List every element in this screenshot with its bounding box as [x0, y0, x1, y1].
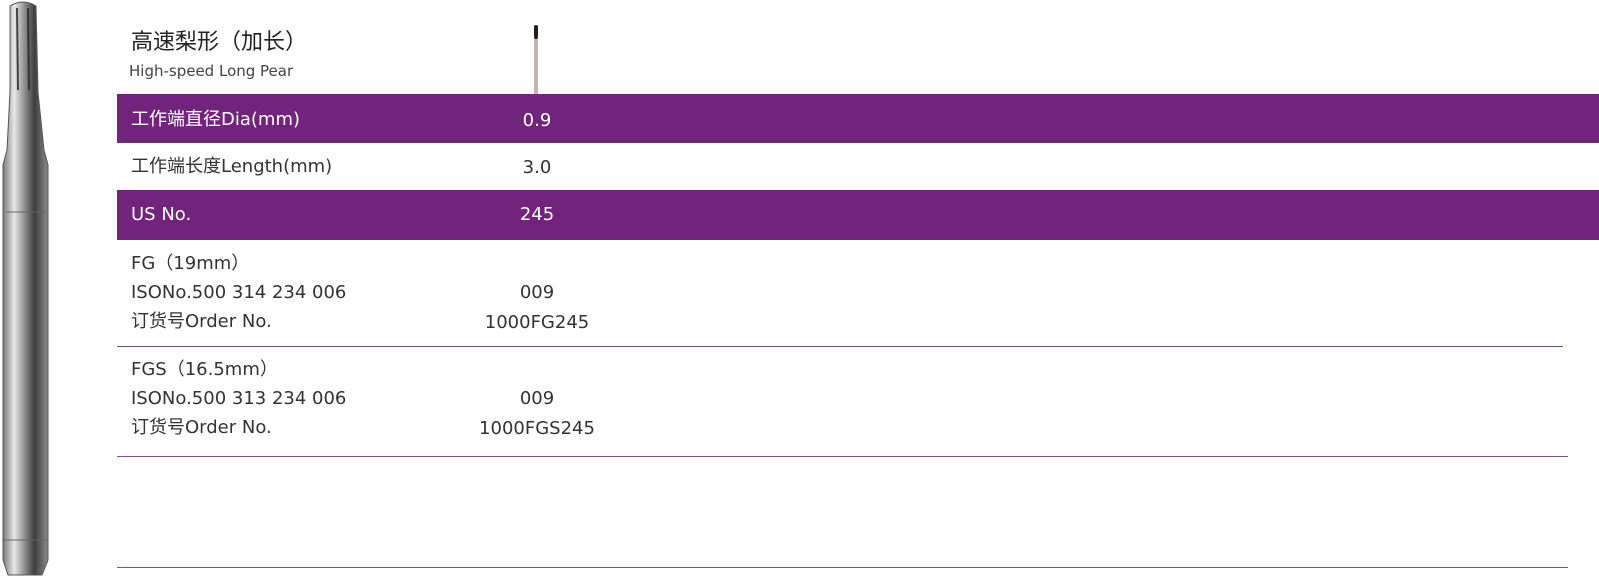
iso-value: 009 — [519, 282, 555, 303]
title: 高速梨形（加长） — [131, 30, 308, 55]
row-label: US No. — [131, 204, 192, 225]
iso-label: ISONo.500 313 234 006 — [131, 388, 347, 409]
row-label: 工作端长度Length(mm) — [131, 156, 333, 177]
divider — [117, 567, 1568, 568]
row-band: 工作端直径Dia(mm) 0.9 — [117, 94, 1599, 143]
row-band: US No. 245 — [117, 190, 1599, 240]
bur-illustration — [2, 1, 49, 576]
group-name: FG（19mm） — [131, 253, 250, 274]
row-value: 245 — [519, 204, 555, 225]
row-value: 3.0 — [522, 157, 552, 178]
order-label: 订货号Order No. — [131, 311, 272, 332]
iso-label: ISONo.500 314 234 006 — [131, 282, 347, 303]
order-label: 订货号Order No. — [131, 417, 272, 438]
order-value: 1000FGS245 — [479, 418, 595, 439]
bur-icon — [534, 25, 538, 95]
order-value: 1000FG245 — [484, 312, 590, 333]
iso-value: 009 — [519, 388, 555, 409]
subtitle: High-speed Long Pear — [129, 62, 294, 80]
group-name: FGS（16.5mm） — [131, 359, 278, 380]
divider — [117, 346, 1563, 347]
row-label: 工作端直径Dia(mm) — [131, 109, 301, 130]
row-value: 0.9 — [522, 110, 552, 131]
divider — [117, 456, 1568, 457]
